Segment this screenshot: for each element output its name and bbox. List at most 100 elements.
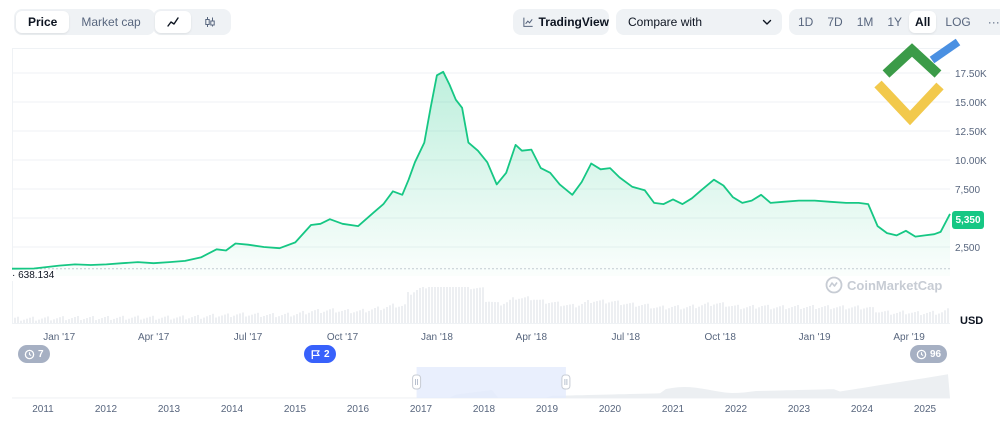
price-line: [11, 70, 951, 270]
volume-bar: [620, 305, 622, 323]
volume-bar: [398, 306, 400, 323]
volume-bar: [254, 313, 256, 323]
volume-bar: [935, 314, 937, 323]
volume-bar: [362, 308, 364, 323]
navigator-year-label: 2019: [536, 404, 559, 415]
volume-bar: [122, 315, 124, 323]
events-right-pill[interactable]: 96: [910, 345, 948, 363]
volume-bar: [608, 302, 610, 323]
volume-bar: [902, 310, 904, 323]
range-7d[interactable]: 7D: [827, 15, 843, 29]
volume-bar: [20, 320, 22, 323]
volume-bar: [587, 300, 589, 323]
volume-bar: [932, 310, 934, 323]
line-chart-button[interactable]: [155, 11, 191, 33]
volume-bar: [845, 309, 847, 323]
volume-bar: [725, 306, 727, 323]
navigator-selection: [416, 367, 566, 398]
volume-bar: [596, 301, 598, 323]
volume-bar: [542, 299, 544, 323]
volume-bar: [143, 318, 145, 323]
x-tick-label: Oct '18: [705, 332, 737, 343]
volume-bar: [806, 307, 808, 323]
volume-bar: [650, 308, 652, 323]
volume-bar: [692, 304, 694, 323]
compare-with-dropdown[interactable]: Compare with: [616, 9, 782, 35]
navigator-year-label: 2024: [851, 404, 874, 415]
tab-market-cap[interactable]: Market cap: [81, 15, 141, 29]
volume-bar: [491, 301, 493, 323]
navigator-year-label: 2015: [284, 404, 307, 415]
volume-bar: [890, 314, 892, 323]
volume-bar: [728, 306, 730, 323]
candlestick-button[interactable]: [191, 11, 229, 33]
more-options-button[interactable]: ···: [987, 15, 1000, 29]
volume-bar: [425, 288, 427, 323]
x-tick-label: Jul '17: [234, 332, 263, 343]
chart-mode-toggle: [153, 9, 231, 35]
volume-bar: [614, 301, 616, 323]
volume-bar: [437, 287, 439, 323]
tab-price[interactable]: Price: [16, 11, 70, 33]
volume-bar: [182, 315, 184, 323]
volume-bar: [566, 305, 568, 323]
volume-bar: [365, 312, 367, 323]
volume-bar: [602, 299, 604, 323]
volume-bar: [359, 310, 361, 323]
volume-bar: [338, 311, 340, 323]
volume-bar: [233, 315, 235, 323]
volume-bar: [95, 320, 97, 323]
volume-bar: [833, 308, 835, 323]
volume-bar: [92, 316, 94, 323]
volume-bar: [380, 310, 382, 323]
volume-bar: [920, 315, 922, 323]
volume-bar: [686, 307, 688, 323]
volume-bar: [179, 316, 181, 323]
y-tick-label: 7,500: [955, 185, 980, 196]
log-scale-toggle[interactable]: LOG: [945, 15, 971, 29]
volume-bar: [446, 287, 448, 323]
navigator-year-label: 2022: [725, 404, 748, 415]
volume-bar: [761, 306, 763, 323]
range-1d[interactable]: 1D: [798, 15, 814, 29]
volume-bar: [119, 316, 121, 323]
navigator-handle[interactable]: [561, 374, 571, 390]
volume-bar: [113, 318, 115, 323]
volume-bar: [245, 316, 247, 323]
volume-bar: [695, 308, 697, 323]
range-1y[interactable]: 1Y: [887, 15, 903, 29]
volume-bar: [470, 289, 472, 323]
volume-bar: [776, 307, 778, 323]
volume-bar: [410, 294, 412, 323]
navigator-year-label: 2013: [158, 404, 181, 415]
y-tick-label: 12.50K: [955, 127, 987, 138]
volume-bar: [944, 310, 946, 323]
events-mid-pill[interactable]: 2: [304, 345, 336, 363]
volume-bar: [41, 318, 43, 323]
volume-bar: [569, 304, 571, 323]
tradingview-button[interactable]: TradingView: [513, 9, 609, 35]
y-tick-label: 15.00K: [955, 98, 987, 109]
volume-bar: [335, 312, 337, 323]
range-all[interactable]: All: [909, 11, 937, 33]
events-left-pill[interactable]: 7: [18, 345, 50, 363]
volume-bar: [680, 309, 682, 323]
volume-bar: [83, 319, 85, 323]
chart-type-tabs: Price Market cap: [14, 9, 155, 35]
volume-bar: [134, 316, 136, 323]
volume-bar: [329, 309, 331, 323]
volume-bar: [104, 317, 106, 323]
volume-bar: [434, 287, 436, 323]
volume-bar: [65, 320, 67, 323]
navigator-handle[interactable]: [412, 374, 422, 390]
volume-bar: [554, 301, 556, 323]
volume-bar: [71, 318, 73, 323]
volume-bar: [101, 318, 103, 323]
x-tick-label: Jan '18: [421, 332, 453, 343]
volume-bar: [146, 317, 148, 323]
volume-bar: [497, 302, 499, 323]
volume-bar: [731, 306, 733, 323]
range-1m[interactable]: 1M: [856, 15, 874, 29]
volume-bar: [368, 310, 370, 323]
